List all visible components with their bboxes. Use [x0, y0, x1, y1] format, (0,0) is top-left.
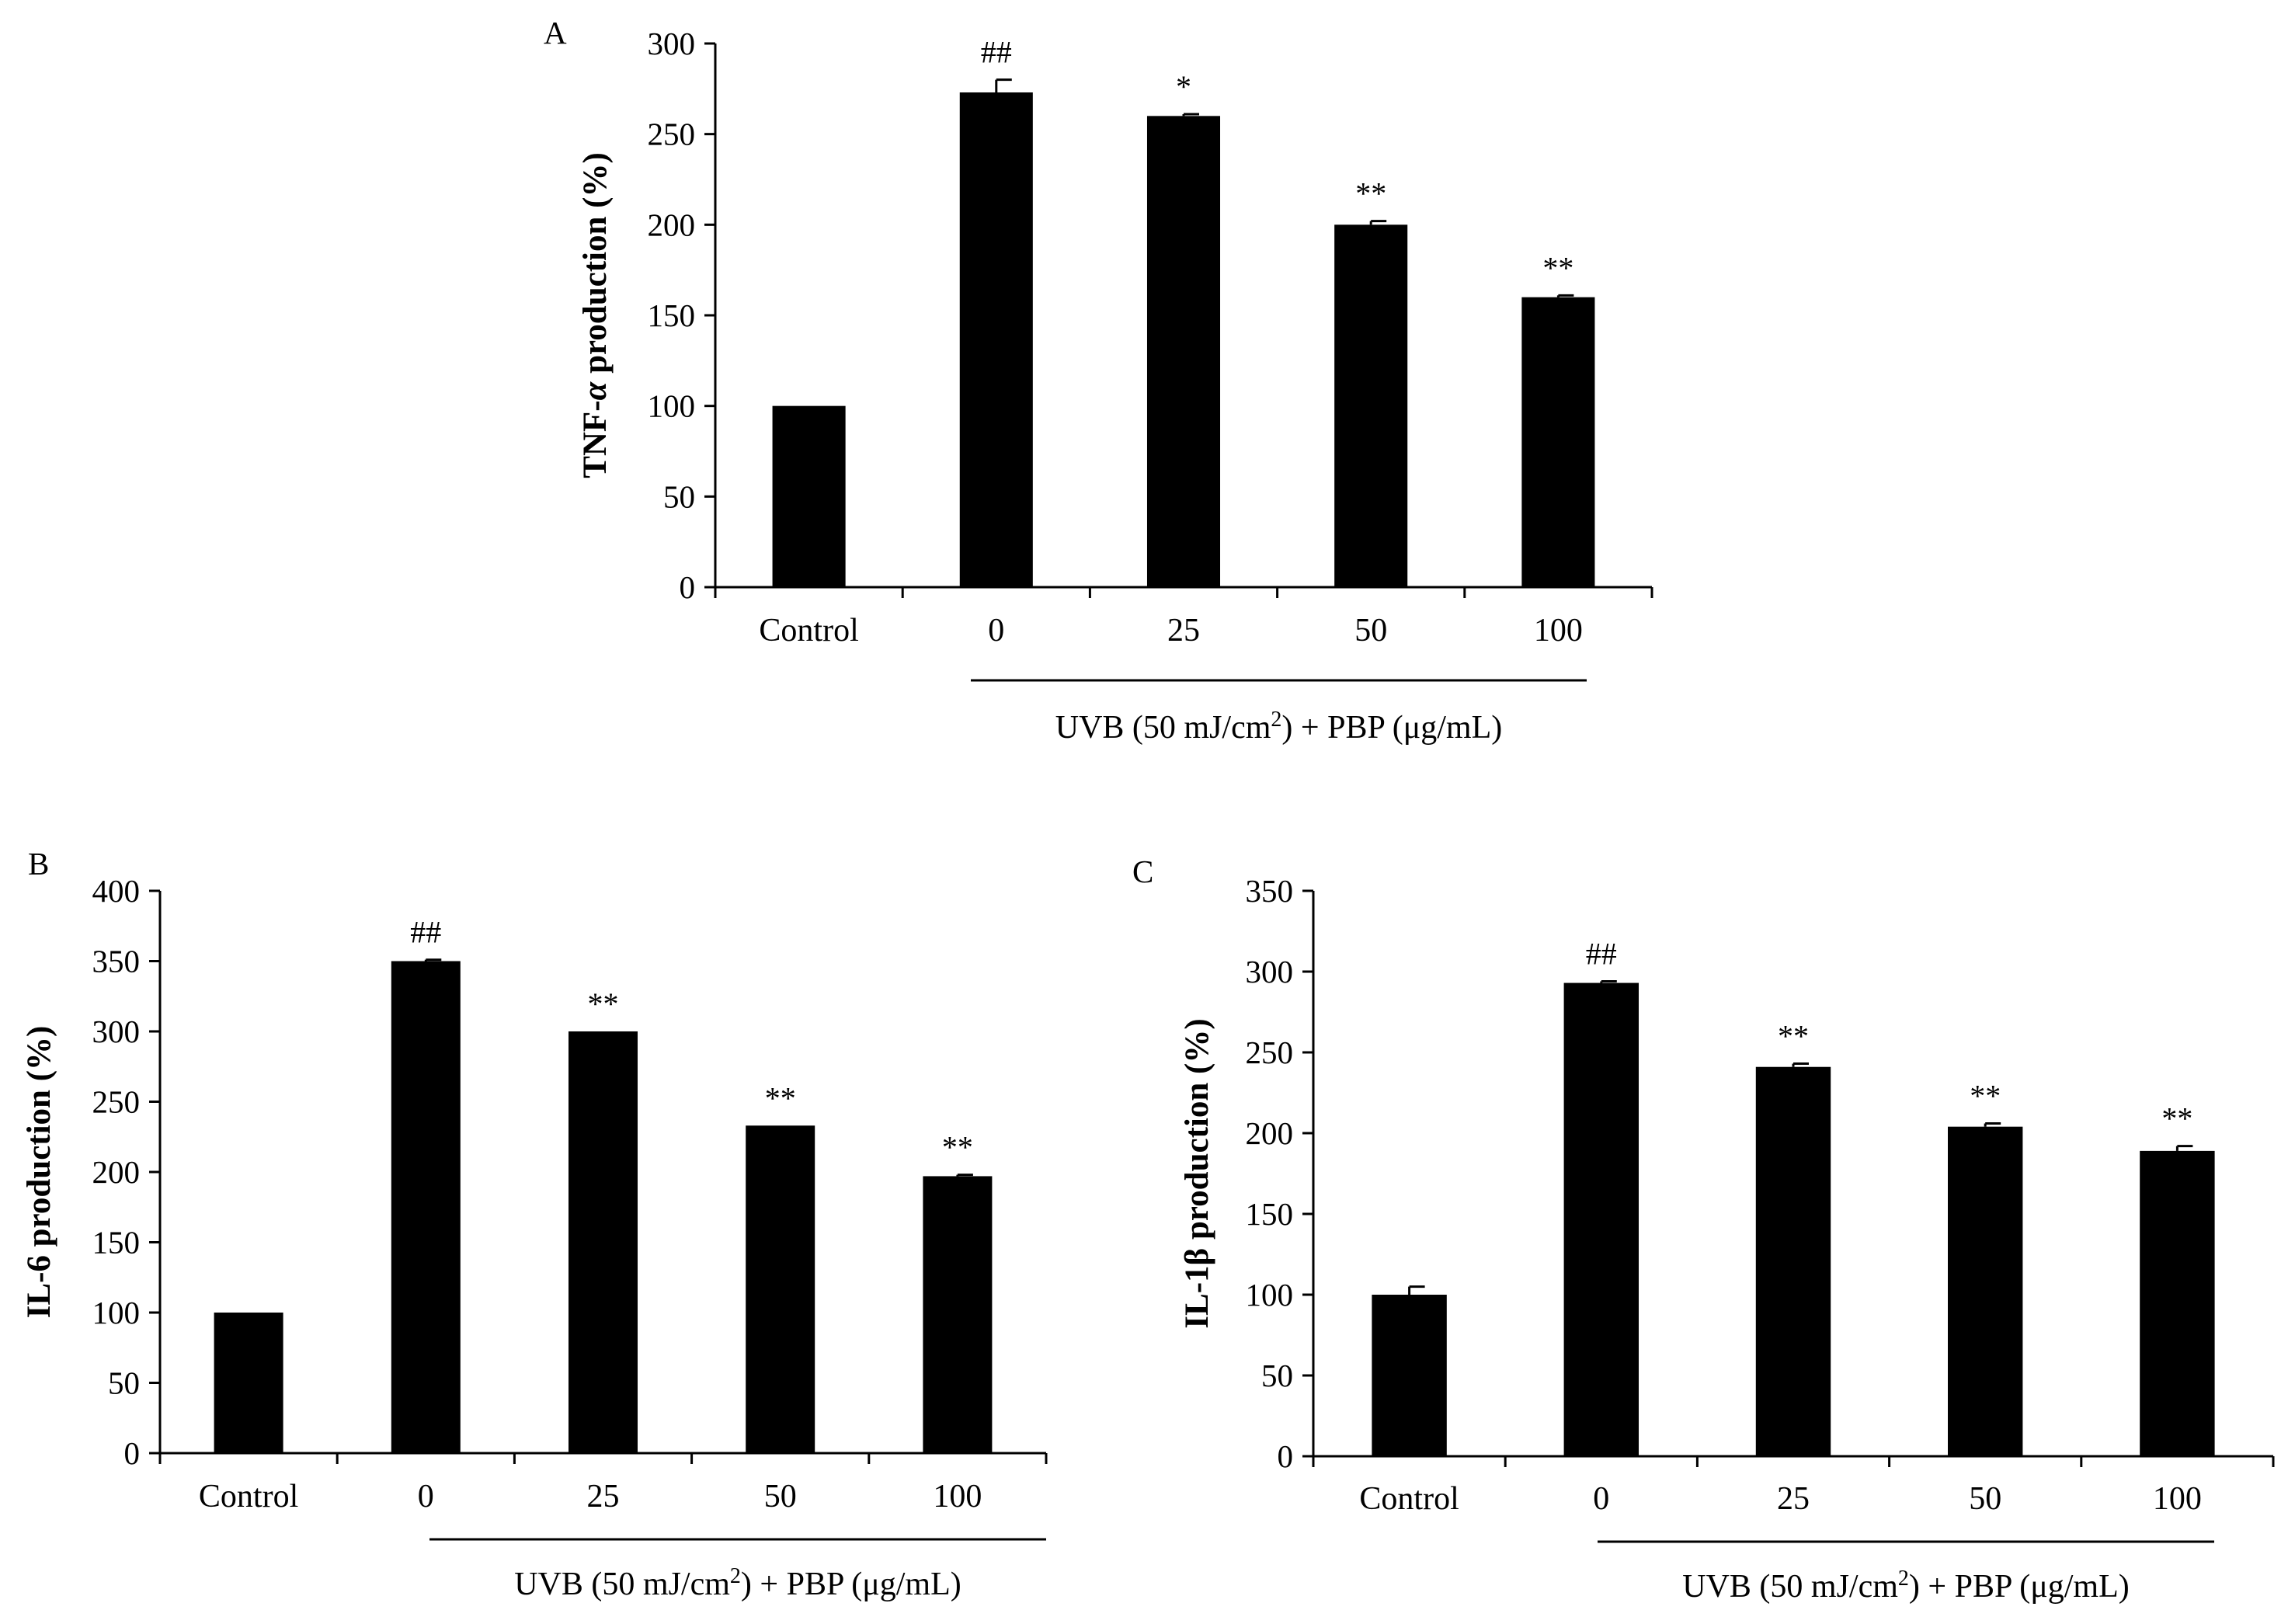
y-tick-label: 200: [1246, 1115, 1294, 1151]
y-tick-label: 0: [680, 569, 696, 605]
y-tick-label: 100: [92, 1295, 141, 1330]
bar: [391, 961, 461, 1453]
bar: [1521, 297, 1595, 587]
bar: [746, 1125, 815, 1453]
bar: [1372, 1295, 1447, 1456]
significance-mark: **: [1542, 250, 1573, 285]
panel-a-chart: A 0 50 100 150 200 250 300 Control 0 ## 25 * 50 ** 100 *…: [544, 15, 1653, 746]
x-label-sup: 2: [1898, 1567, 1909, 1591]
y-tick-label: 50: [108, 1365, 140, 1401]
y-label-prefix: IL-6: [21, 1255, 57, 1318]
x-axis-label: UVB (50 mJ/cm2) + PBP (μg/mL): [1682, 1567, 2129, 1605]
y-tick-label: 350: [92, 944, 141, 979]
bar: [1755, 1066, 1831, 1456]
x-label-main: UVB (50 mJ/cm: [1055, 710, 1271, 746]
y-label-suffix: production (%): [21, 1026, 57, 1255]
category-label: Control: [759, 613, 858, 649]
x-axis-label: UVB (50 mJ/cm2) + PBP (μg/mL): [1055, 708, 1502, 746]
y-axis-label: IL-6 production (%): [21, 1026, 57, 1319]
y-axis-label: IL-1β production (%): [1179, 1018, 1215, 1328]
significance-mark: **: [942, 1130, 973, 1165]
y-tick-label: 200: [648, 207, 696, 242]
y-tick-label: 100: [1246, 1277, 1294, 1313]
significance-mark: **: [2161, 1101, 2192, 1136]
significance-mark: **: [1778, 1019, 1809, 1054]
significance-mark: **: [1355, 176, 1386, 211]
x-label-sup: 2: [1271, 708, 1281, 732]
category-label: 50: [1354, 613, 1387, 649]
category-label: 0: [1593, 1481, 1609, 1517]
panel-c-chart: C 0 50 100 150 200 250 300 350 Control 0 ## 25 ** 50 **…: [1132, 854, 2275, 1605]
y-label-prefix: TNF-: [577, 400, 614, 478]
bar: [1947, 1126, 2023, 1456]
x-axis-label: UVB (50 mJ/cm2) + PBP (μg/mL): [514, 1564, 961, 1603]
category-label: 25: [587, 1479, 620, 1514]
category-label: 0: [418, 1479, 434, 1514]
significance-mark: ##: [1586, 936, 1617, 971]
category-label: 50: [764, 1479, 797, 1514]
y-tick-label: 300: [648, 26, 696, 61]
bar: [959, 92, 1033, 587]
category-label: Control: [1359, 1481, 1459, 1517]
y-tick-label: 250: [648, 116, 696, 152]
significance-mark: ##: [410, 915, 441, 950]
y-tick-label: 50: [663, 478, 695, 514]
x-label-rest: ) + PBP (μg/mL): [1909, 1569, 2130, 1605]
category-label: 50: [1969, 1481, 2001, 1517]
y-tick-label: 0: [1278, 1438, 1294, 1474]
x-label-sup: 2: [730, 1564, 741, 1588]
y-tick-label: 400: [92, 873, 141, 909]
y-tick-label: 350: [1246, 873, 1294, 909]
category-label: 100: [933, 1479, 982, 1514]
category-label: 25: [1777, 1481, 1810, 1517]
category-label: 100: [2153, 1481, 2202, 1517]
y-tick-label: 250: [92, 1084, 141, 1120]
panel-letter: A: [544, 15, 567, 50]
x-label-rest: ) + PBP (μg/mL): [1281, 710, 1502, 746]
y-label-suffix: production (%): [1179, 1018, 1215, 1247]
x-label-main: UVB (50 mJ/cm: [514, 1567, 730, 1602]
significance-mark: ##: [981, 35, 1012, 70]
y-label-prefix: IL-1β: [1179, 1248, 1215, 1329]
category-label: 100: [1534, 613, 1583, 649]
category-label: Control: [199, 1479, 298, 1514]
y-tick-label: 300: [1246, 954, 1294, 989]
y-tick-label: 250: [1246, 1035, 1294, 1070]
significance-mark: **: [588, 986, 619, 1021]
y-tick-label: 0: [124, 1435, 141, 1471]
bar: [772, 405, 846, 587]
bar: [1563, 982, 1640, 1456]
category-label: 0: [988, 613, 1004, 649]
bar: [214, 1313, 283, 1453]
panel-letter: B: [28, 846, 49, 882]
y-axis-label: TNF-α production (%): [577, 152, 614, 478]
panel-b-chart: B 0 50 100 150 200 250 300 350 400 Control 0 ## 25 ** 5…: [21, 846, 1048, 1603]
y-tick-label: 200: [92, 1154, 141, 1190]
bar: [2140, 1150, 2215, 1456]
bar: [923, 1176, 993, 1453]
bar: [1146, 116, 1221, 588]
y-label-suffix: production (%): [577, 152, 614, 381]
y-tick-label: 150: [1246, 1196, 1294, 1232]
bar: [1334, 224, 1408, 587]
bar: [569, 1031, 638, 1453]
y-tick-label: 150: [92, 1225, 141, 1261]
significance-mark: *: [1176, 69, 1191, 104]
y-tick-label: 100: [648, 388, 696, 424]
significance-mark: **: [1970, 1079, 2001, 1114]
y-tick-label: 50: [1261, 1358, 1293, 1393]
y-tick-label: 300: [92, 1014, 141, 1049]
y-label-greek: α: [577, 381, 614, 400]
panel-letter: C: [1132, 854, 1153, 889]
y-tick-label: 150: [648, 297, 696, 333]
x-label-main: UVB (50 mJ/cm: [1682, 1569, 1898, 1605]
category-label: 25: [1167, 613, 1200, 649]
significance-mark: **: [765, 1080, 796, 1115]
x-label-rest: ) + PBP (μg/mL): [741, 1567, 961, 1602]
